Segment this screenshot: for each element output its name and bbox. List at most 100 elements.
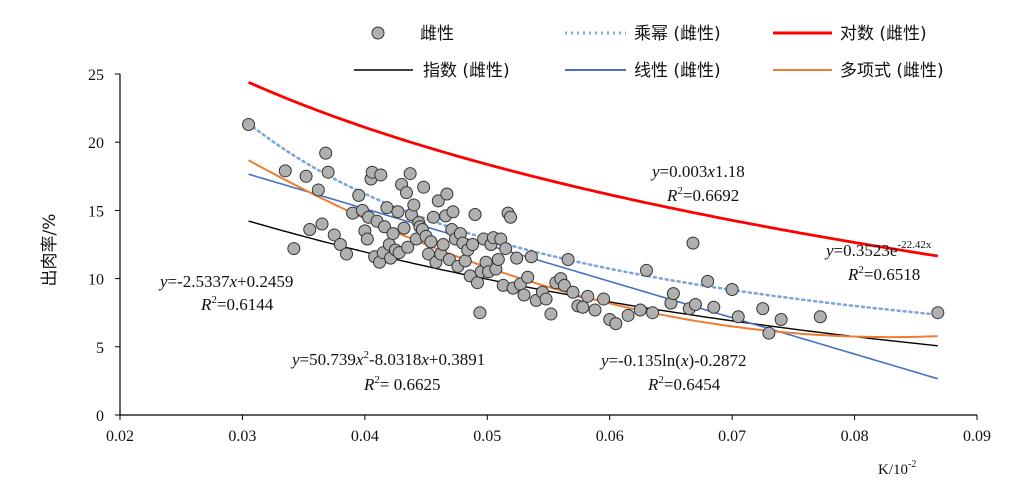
data-point bbox=[544, 307, 558, 321]
x-tick-label: 0.07 bbox=[718, 428, 746, 445]
log-r2: R2=0.6454 bbox=[647, 374, 721, 394]
data-point bbox=[424, 235, 438, 249]
data-point bbox=[517, 288, 531, 302]
data-point bbox=[327, 228, 341, 242]
x-tick-label: 0.02 bbox=[106, 428, 134, 445]
data-point bbox=[386, 227, 400, 241]
x-tick-label: 0.08 bbox=[841, 428, 869, 445]
x-tick-label: 0.03 bbox=[228, 428, 256, 445]
equation-annotations: y=0.003x1.18 R2=0.6692 y=0.3523e-22.42x … bbox=[158, 162, 932, 394]
chart-axes: 0.02 0.03 0.04 0.05 0.06 0.07 0.08 0.09 0 5 10 15 20… bbox=[88, 67, 991, 445]
exp-r2: R2=0.6518 bbox=[847, 264, 920, 284]
data-point bbox=[380, 201, 394, 215]
data-point bbox=[436, 238, 450, 251]
y-tick-label: 10 bbox=[88, 272, 104, 289]
x-tick-label: 0.09 bbox=[963, 428, 991, 445]
y-tick-label: 0 bbox=[96, 408, 104, 425]
data-point bbox=[417, 180, 431, 194]
data-point bbox=[774, 313, 788, 327]
data-point bbox=[576, 300, 590, 314]
data-point bbox=[566, 285, 580, 299]
data-point bbox=[756, 302, 770, 316]
x-tick-label: 0.06 bbox=[596, 428, 624, 445]
data-point bbox=[609, 317, 623, 331]
y-axis-label: 出肉率/% bbox=[40, 214, 60, 287]
data-point bbox=[360, 232, 374, 246]
data-point bbox=[333, 238, 347, 251]
data-point bbox=[287, 242, 301, 256]
data-point bbox=[597, 292, 611, 306]
linear-r2: R2=0.6144 bbox=[200, 294, 274, 314]
data-point bbox=[278, 164, 292, 178]
data-point bbox=[931, 306, 945, 320]
log-equation: y=-0.135ln(x)-0.2872 bbox=[599, 351, 747, 370]
data-point bbox=[473, 306, 487, 320]
data-point bbox=[686, 236, 700, 250]
data-point bbox=[581, 289, 595, 303]
data-point bbox=[431, 194, 445, 208]
data-point bbox=[588, 303, 602, 317]
data-point bbox=[646, 306, 660, 320]
x-tick-label: 0.05 bbox=[473, 428, 501, 445]
y-tick-label: 15 bbox=[88, 203, 104, 220]
legend-marker-scatter bbox=[371, 26, 385, 40]
data-point bbox=[621, 308, 635, 322]
data-point bbox=[319, 146, 333, 160]
scatter-points bbox=[242, 117, 945, 340]
data-point bbox=[321, 165, 335, 179]
data-point bbox=[442, 253, 456, 266]
data-point bbox=[391, 205, 405, 219]
data-point bbox=[510, 251, 524, 265]
data-point bbox=[688, 298, 702, 312]
data-point bbox=[666, 287, 680, 301]
trend-line-log bbox=[247, 80, 939, 258]
data-point bbox=[470, 276, 484, 290]
data-point bbox=[524, 250, 538, 264]
y-tick-label: 5 bbox=[96, 340, 104, 357]
legend-label-exp: 指数 (雌性) bbox=[423, 61, 510, 81]
data-point bbox=[561, 253, 575, 266]
trend-line-linear bbox=[248, 173, 939, 380]
data-point bbox=[315, 217, 329, 231]
linear-equation: y=-2.5337x+0.2459 bbox=[158, 272, 293, 291]
data-point bbox=[491, 253, 505, 266]
data-point bbox=[403, 167, 417, 181]
legend-label-scatter: 雌性 bbox=[420, 24, 454, 44]
data-point bbox=[407, 198, 421, 212]
y-tick-label: 25 bbox=[88, 67, 104, 84]
data-point bbox=[539, 292, 553, 306]
data-point bbox=[311, 183, 325, 197]
data-point bbox=[633, 303, 647, 317]
legend-label-power: 乘幂 (雌性) bbox=[634, 24, 721, 44]
data-point bbox=[466, 238, 480, 251]
data-point bbox=[557, 278, 571, 292]
data-point bbox=[458, 254, 472, 268]
legend-label-linear: 线性 (雌性) bbox=[634, 61, 721, 81]
data-point bbox=[299, 169, 313, 183]
data-point bbox=[725, 283, 739, 297]
data-point bbox=[446, 205, 460, 219]
y-tick-label: 20 bbox=[88, 135, 104, 152]
data-point bbox=[762, 326, 776, 340]
data-point bbox=[504, 210, 518, 224]
data-point bbox=[468, 207, 482, 221]
x-axis-label: K/10-2 bbox=[878, 459, 916, 478]
data-point bbox=[374, 168, 388, 182]
power-equation: y=0.003x1.18 bbox=[650, 162, 745, 181]
legend-label-log: 对数 (雌性) bbox=[840, 24, 927, 44]
data-point bbox=[521, 270, 535, 284]
data-point bbox=[639, 263, 653, 277]
legend-label-poly: 多项式 (雌性) bbox=[840, 61, 944, 81]
data-point bbox=[707, 300, 721, 314]
power-r2: R2=0.6692 bbox=[666, 185, 739, 205]
chart-legend: 雌性 乘幂 (雌性) 对数 (雌性) 指数 (雌性) 线性 (雌性) 多项式 (… bbox=[354, 24, 944, 81]
poly-r2: R2= 0.6625 bbox=[363, 374, 440, 394]
data-point bbox=[303, 223, 317, 236]
data-point bbox=[397, 221, 411, 235]
data-point bbox=[731, 310, 745, 324]
data-point bbox=[813, 310, 827, 324]
poly-equation: y=50.739x2-8.0318x+0.3891 bbox=[290, 349, 485, 369]
data-point bbox=[352, 188, 366, 202]
exp-equation: y=0.3523e-22.42x bbox=[824, 239, 932, 260]
data-point bbox=[399, 186, 413, 200]
